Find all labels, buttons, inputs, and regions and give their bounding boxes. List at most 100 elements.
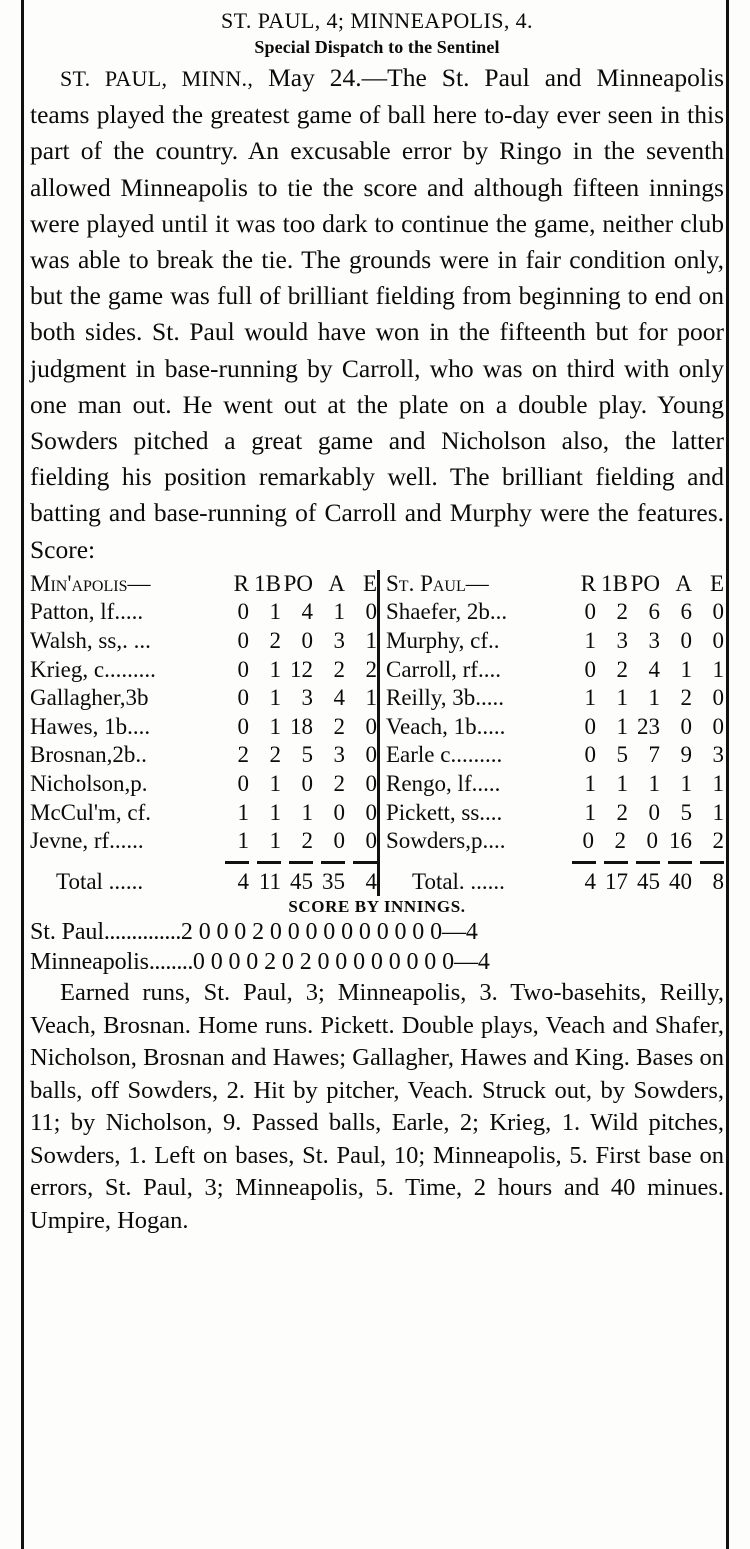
- stat-1b: 1: [269, 656, 282, 682]
- table-row: Sowders,p.... 0 2 0 16 2: [386, 827, 724, 856]
- table-row: Hawes, 1b.... 0 1 18 2 0: [30, 713, 377, 742]
- table-row: Murphy, cf.. 1 3 3 0 0: [386, 627, 724, 656]
- stat-a: 6: [680, 599, 693, 625]
- column-rule-left: [21, 0, 24, 1549]
- player-name: Earle c.........: [386, 742, 503, 768]
- stat-a: 3: [333, 628, 346, 654]
- col-header-po: PO: [630, 570, 660, 596]
- stat-r: 0: [237, 599, 250, 625]
- total-po: 45: [637, 868, 660, 894]
- stat-po: 4: [648, 656, 661, 682]
- stat-r: 1: [584, 771, 597, 796]
- stat-po: 7: [648, 742, 661, 768]
- stat-po: 2: [301, 828, 314, 854]
- innings-team-name: St. Paul: [30, 919, 104, 946]
- totals-label: Total. ......: [412, 868, 505, 894]
- stat-po: 1: [648, 771, 661, 796]
- stat-1b: 2: [269, 742, 282, 768]
- player-name: Sowders,p....: [386, 828, 506, 854]
- stat-r: 0: [237, 656, 250, 682]
- stat-r: 1: [237, 828, 250, 854]
- stat-a: 3: [333, 742, 346, 768]
- totals-separator-away: [30, 856, 377, 866]
- innings-line: St. Paul..............2 0 0 0 2 0 0 0 0 …: [30, 917, 724, 947]
- stat-1b: 1: [616, 713, 629, 739]
- table-row: Rengo, lf..... 1 1 1 1 1: [386, 770, 724, 799]
- totals-row-away: Total ...... 4 11 45 35 4: [30, 868, 377, 897]
- total-a: 35: [322, 868, 345, 894]
- stat-e: 1: [712, 656, 725, 682]
- stat-a: 0: [333, 799, 346, 825]
- stat-po: 0: [646, 828, 659, 854]
- table-row: Gallagher,3b 0 1 3 4 1: [30, 684, 377, 713]
- innings-team-name: Minneapolis: [30, 949, 149, 976]
- player-name: Nicholson,p.: [30, 771, 148, 796]
- stat-a: 1: [333, 599, 346, 625]
- stat-po: 0: [648, 799, 661, 825]
- table-row: Walsh, ss,. ... 0 2 0 3 1: [30, 627, 377, 656]
- col-header-a: A: [675, 570, 692, 596]
- stat-a: 4: [333, 685, 346, 711]
- stat-a: 9: [680, 742, 693, 768]
- col-header-1b: 1B: [601, 570, 628, 596]
- team-name-home: St. Paul—: [386, 570, 489, 596]
- stat-1b: 1: [269, 828, 282, 854]
- table-row: Shaefer, 2b... 0 2 6 6 0: [386, 598, 724, 627]
- stat-a: 2: [680, 685, 693, 711]
- game-summary-text: Earned runs, St. Paul, 3; Minneapolis, 3…: [30, 979, 724, 1234]
- stat-po: 1: [648, 685, 661, 711]
- player-name: Brosnan,2b..: [30, 742, 147, 768]
- player-name: Carroll, rf....: [386, 656, 501, 682]
- stat-po: 23: [637, 713, 660, 739]
- stat-e: 1: [365, 685, 378, 711]
- table-row: Earle c......... 0 5 7 9 3: [386, 741, 724, 770]
- lead-paragraph: St. Paul, Minn., May 24.—The St. Paul an…: [30, 60, 724, 568]
- innings-runs: 0 0 0 0 2 0 2 0 0 0 0 0 0 0 0—4: [192, 949, 490, 976]
- table-row: Brosnan,2b.. 2 2 5 3 0: [30, 741, 377, 770]
- col-header-r: R: [580, 570, 596, 596]
- total-e: 8: [712, 868, 725, 894]
- player-name: Murphy, cf..: [386, 628, 500, 654]
- stat-r: 0: [584, 599, 597, 625]
- stat-1b: 3: [616, 628, 629, 654]
- stat-e: 1: [365, 628, 378, 654]
- stat-r: 0: [237, 713, 250, 739]
- stat-po: 0: [301, 771, 314, 796]
- stat-po: 12: [290, 656, 313, 682]
- box-score-header-row-away: Min'apolis— R 1B PO A E: [30, 570, 377, 599]
- totals-label: Total ......: [56, 868, 144, 894]
- box-score-home: St. Paul— R 1B PO A E Shaefer, 2b... 0 2…: [377, 569, 725, 897]
- player-name: Hawes, 1b....: [30, 713, 151, 739]
- box-score-table: Min'apolis— R 1B PO A E Patton, lf..... …: [30, 569, 725, 897]
- stat-r: 1: [584, 799, 597, 825]
- total-1b: 11: [258, 868, 281, 894]
- table-row: McCul'm, cf. 1 1 1 0 0: [30, 799, 377, 828]
- total-a: 40: [669, 868, 692, 894]
- stat-e: 0: [365, 713, 378, 739]
- box-score-away: Min'apolis— R 1B PO A E Patton, lf..... …: [30, 570, 377, 897]
- table-row: Patton, lf..... 0 1 4 1 0: [30, 598, 377, 627]
- stat-e: 3: [712, 742, 725, 768]
- player-name: Pickett, ss....: [386, 799, 503, 825]
- table-row: Nicholson,p. 0 1 0 2 0: [30, 770, 377, 799]
- stat-a: 2: [333, 713, 346, 739]
- stat-e: 0: [712, 713, 725, 739]
- stat-a: 1: [680, 771, 693, 796]
- stat-a: 1: [680, 656, 693, 682]
- innings-leader-dots: ........: [148, 949, 194, 976]
- stat-a: 0: [680, 713, 693, 739]
- stat-a: 2: [333, 656, 346, 682]
- stat-r: 0: [584, 656, 597, 682]
- stat-1b: 2: [614, 828, 627, 854]
- stat-r: 0: [584, 713, 597, 739]
- col-header-r: R: [233, 570, 249, 596]
- col-header-po: PO: [283, 570, 313, 596]
- stat-1b: 2: [269, 628, 282, 654]
- stat-po: 4: [301, 599, 314, 625]
- stat-1b: 1: [269, 685, 282, 711]
- stat-a: 0: [333, 828, 346, 854]
- dateline: St. Paul, Minn.,: [60, 66, 254, 91]
- player-name: Rengo, lf.....: [386, 771, 501, 796]
- stat-e: 0: [712, 599, 725, 625]
